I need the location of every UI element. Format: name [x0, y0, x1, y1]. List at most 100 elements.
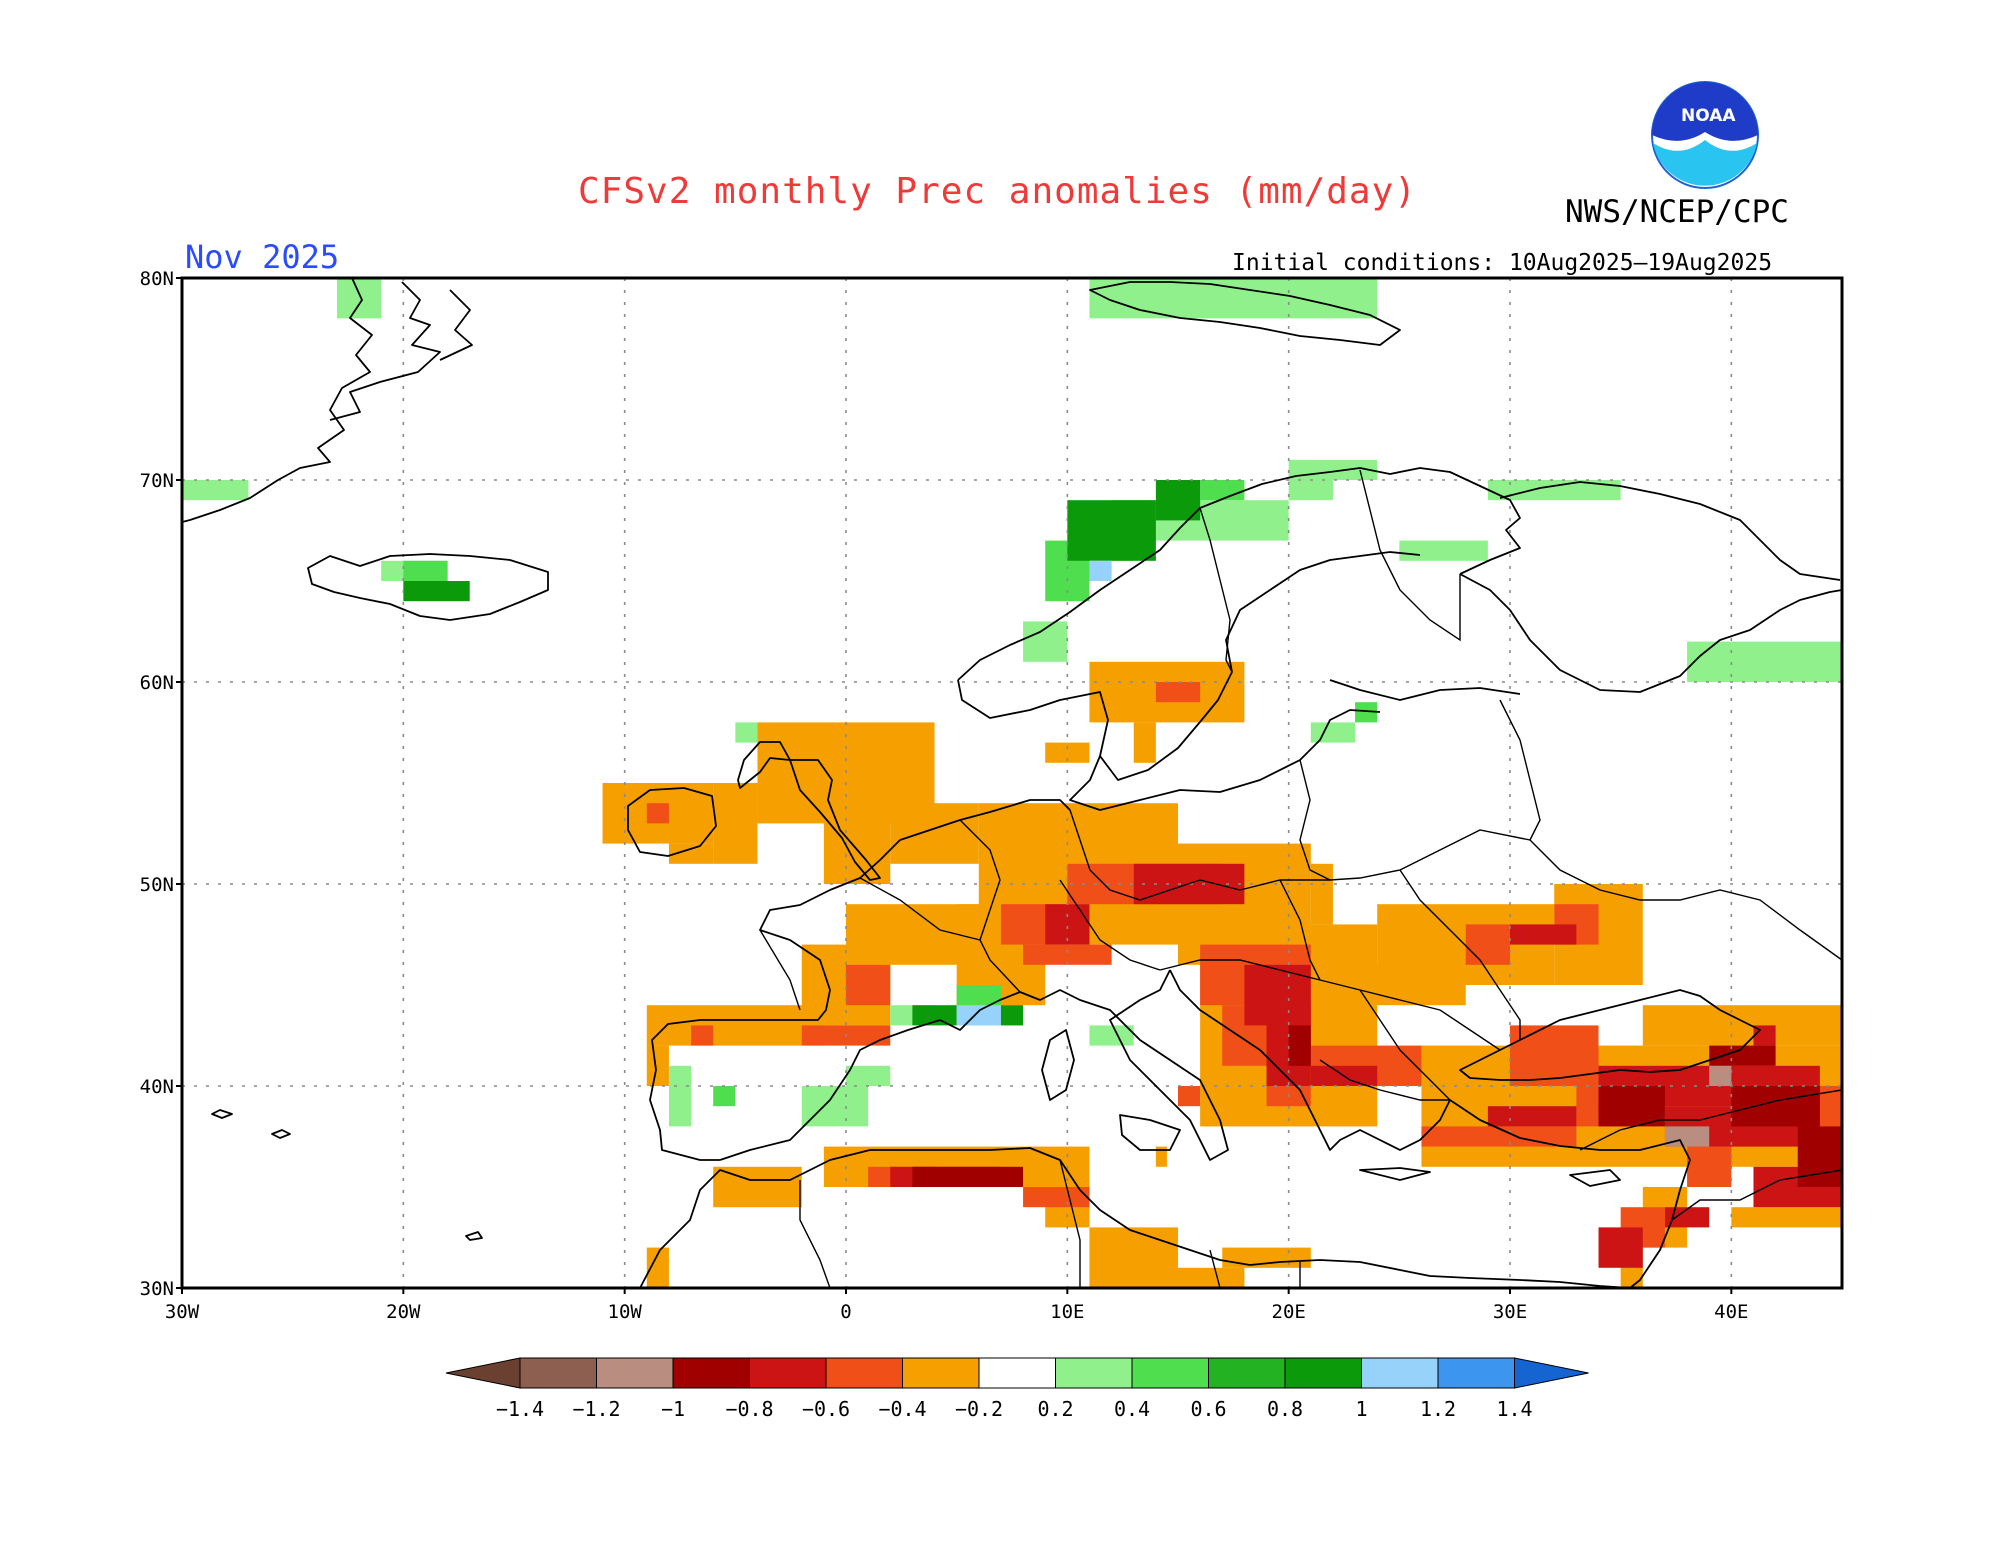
anomaly-cell: [403, 581, 470, 602]
anomaly-cell: [1664, 1126, 1710, 1147]
anomaly-cell: [1155, 1146, 1167, 1167]
colorbar-label: −1: [661, 1397, 685, 1421]
anomaly-cell: [1310, 722, 1356, 743]
anomaly-cell: [668, 1065, 692, 1127]
anomaly-cell: [668, 843, 714, 864]
anomaly-cell: [1332, 964, 1466, 1006]
colorbar-label: 0.6: [1190, 1397, 1226, 1421]
anomaly-cell: [336, 278, 382, 319]
colorbar-label: −0.6: [802, 1397, 850, 1421]
anomaly-cell: [1288, 1025, 1311, 1066]
anomaly-cell: [646, 1247, 669, 1288]
colorbar-label: 1.4: [1496, 1397, 1532, 1421]
anomaly-cell: [1045, 742, 1090, 763]
lat-tick-label: 40N: [140, 1076, 174, 1098]
anomaly-cell: [1045, 904, 1090, 945]
anomaly-cell: [1487, 480, 1621, 501]
anomaly-cell: [1687, 1146, 1732, 1187]
lon-tick-label: 10E: [1050, 1301, 1084, 1323]
anomaly-cell: [182, 480, 249, 501]
anomaly-cell: [713, 783, 758, 864]
colorbar-label: 0.8: [1267, 1397, 1303, 1421]
anomaly-cell: [1089, 560, 1112, 581]
lon-tick-label: 20W: [386, 1301, 421, 1323]
anomaly-cell: [1200, 480, 1245, 501]
anomaly-cell: [713, 1086, 736, 1107]
colorbar-bin: [672, 1357, 750, 1389]
map-frame: [180, 276, 1844, 1290]
colorbar-label: 1.2: [1420, 1397, 1456, 1421]
anomaly-cell: [1023, 944, 1112, 965]
period-label: Nov 2025: [185, 238, 339, 276]
anomaly-cell: [1155, 682, 1201, 703]
lat-tick-label: 70N: [140, 470, 174, 492]
colorbar-high-arrow: [1514, 1357, 1589, 1389]
anomaly-cell: [912, 1005, 957, 1026]
anomaly-cell: [1487, 1106, 1577, 1127]
colorbar-label: −0.2: [955, 1397, 1003, 1421]
colorbar-bin: [1208, 1357, 1286, 1389]
colorbar-bin: [825, 1357, 903, 1389]
colorbar-bin: [519, 1357, 597, 1389]
anomaly-cell: [403, 560, 448, 581]
lon-tick-label: 0: [840, 1301, 851, 1323]
initial-conditions-label: Initial conditions: 10Aug2025–19Aug2025: [1232, 250, 1772, 276]
anomaly-cell: [1731, 1086, 1820, 1127]
lon-tick-label: 10W: [608, 1301, 643, 1323]
anomaly-cell: [1642, 1005, 1842, 1046]
lat-tick-label: 50N: [140, 874, 174, 896]
anomaly-cell: [1399, 540, 1488, 561]
anomaly-cell: [1310, 863, 1333, 925]
anomaly-cell: [1819, 1086, 1842, 1127]
graticule: [182, 278, 1842, 1288]
lon-tick-label: 30W: [165, 1301, 200, 1323]
anomaly-cell: [1731, 1207, 1842, 1228]
colorbar-bin: [749, 1357, 827, 1389]
anomaly-cell: [890, 803, 979, 864]
lon-tick-label: 20E: [1272, 1301, 1306, 1323]
map-panel: 30W 20W 10W 0 10E 20E 30E 40E 30N 40N 50N 60N 70N 80N: [140, 268, 1844, 1323]
colorbar-bin: [1055, 1357, 1133, 1389]
anomaly-cell: [1178, 1267, 1245, 1288]
colorbar-bin: [1361, 1357, 1439, 1389]
anomaly-cell: [1465, 924, 1510, 965]
anomaly-cell: [1089, 1227, 1178, 1288]
lon-tick-label: 40E: [1714, 1301, 1748, 1323]
colorbar-bin: [1437, 1357, 1515, 1389]
anomaly-cell: [1000, 1005, 1024, 1026]
anomaly-layer: [182, 278, 1842, 1288]
anomaly-cell: [1510, 924, 1577, 945]
anomaly-cell: [1089, 1025, 1134, 1046]
colorbar-label: −0.8: [725, 1397, 773, 1421]
anomaly-cell: [1797, 1126, 1842, 1187]
colorbar: −1.4 −1.2 −1 −0.8 −0.6 −0.4 −0.2 0.2 0.4 0.6 0.8 1 1…: [445, 1357, 1589, 1421]
anomaly-cell: [1709, 1045, 1776, 1066]
anomaly-cell: [691, 1025, 714, 1046]
coastlines: [182, 278, 1842, 1288]
anomaly-cell: [1023, 1187, 1090, 1208]
anomaly-cell: [735, 722, 758, 743]
colorbar-label: 0.2: [1037, 1397, 1073, 1421]
anomaly-cell: [912, 1166, 1024, 1187]
anomaly-cell: [1510, 1025, 1599, 1086]
anomaly-cell: [646, 1045, 669, 1086]
anomaly-cell: [646, 1005, 824, 1046]
anomaly-cell: [1332, 459, 1378, 480]
country-borders: [759, 469, 1842, 1288]
colorbar-bin: [596, 1357, 674, 1389]
anomaly-cell: [956, 1005, 1001, 1026]
anomaly-cell: [1709, 1065, 1732, 1086]
anomaly-cell: [1222, 1247, 1311, 1268]
anomaly-cell: [1355, 702, 1378, 723]
agency-label: NWS/NCEP/CPC: [1565, 194, 1789, 230]
colorbar-label: −1.2: [572, 1397, 620, 1421]
colorbar-label: 0.4: [1114, 1397, 1150, 1421]
colorbar-bin: [1131, 1357, 1209, 1389]
lat-tick-label: 30N: [140, 1278, 174, 1300]
colorbar-label: 1: [1355, 1397, 1367, 1421]
colorbar-bin: [902, 1357, 980, 1389]
chart-title: CFSv2 monthly Prec anomalies (mm/day): [578, 171, 1417, 212]
anomaly-cell: [1598, 1227, 1643, 1268]
lat-tick-label: 80N: [140, 268, 174, 290]
